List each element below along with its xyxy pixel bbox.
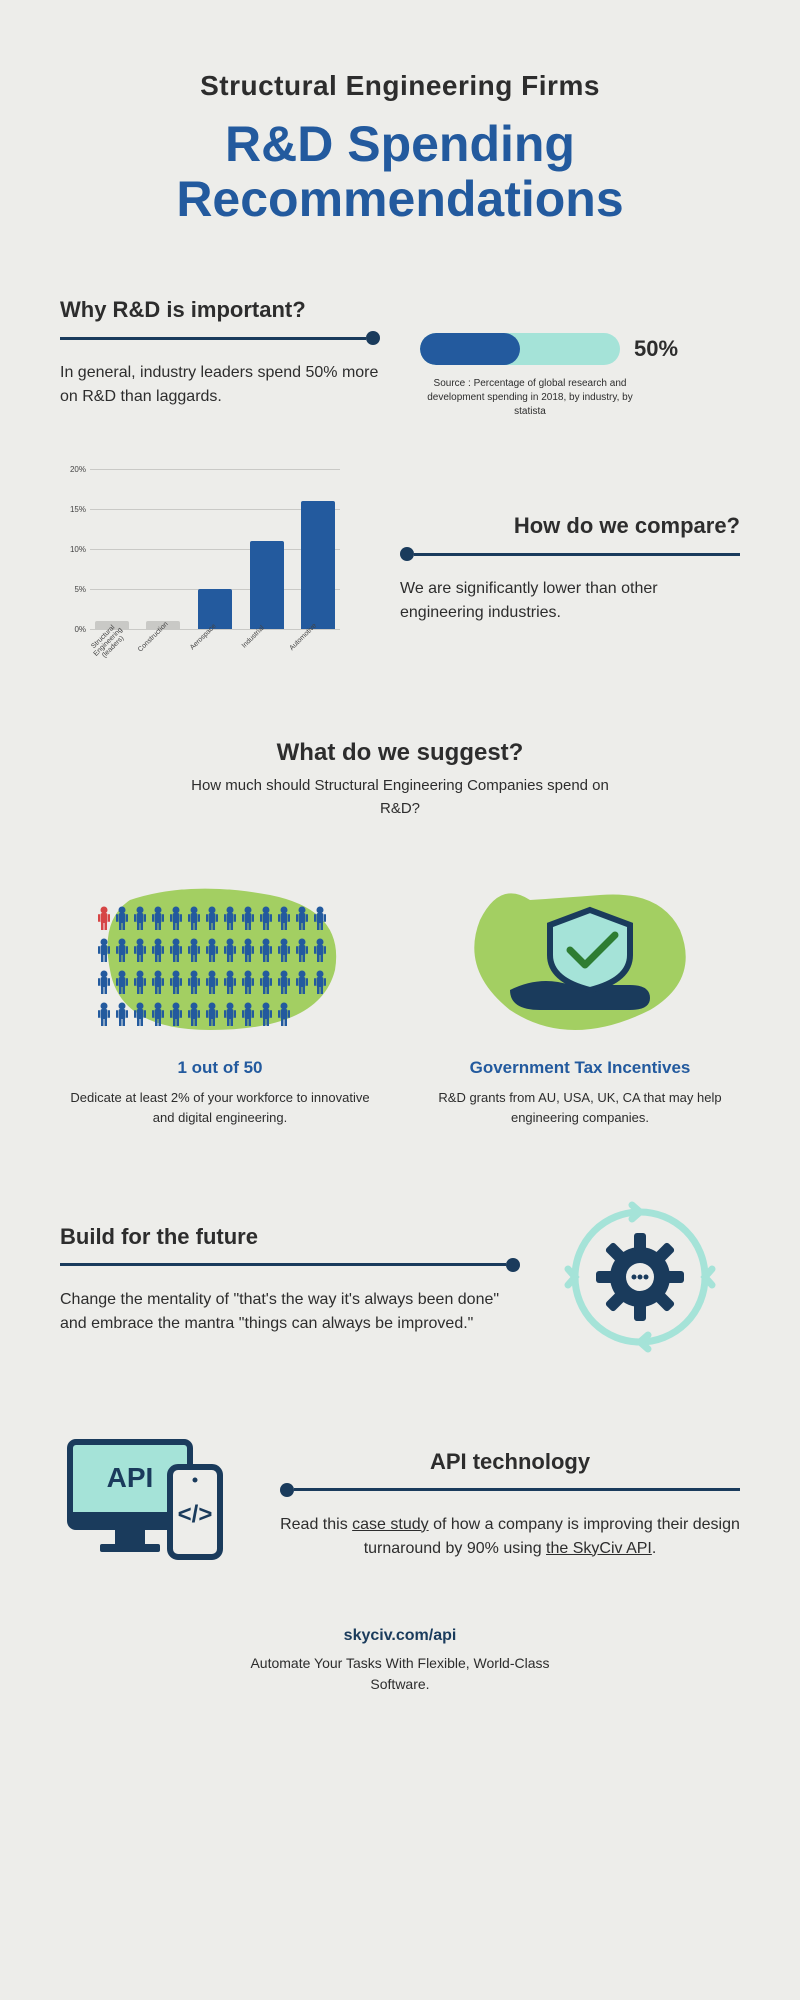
card-incentives: Government Tax Incentives R&D grants fro…	[420, 880, 740, 1127]
people-icon	[90, 880, 350, 1040]
header-subtitle: Structural Engineering Firms	[60, 70, 740, 102]
case-study-link[interactable]: case study	[352, 1516, 428, 1533]
suggest-sub: How much should Structural Engineering C…	[190, 775, 610, 820]
card-workforce-text: Dedicate at least 2% of your workforce t…	[60, 1088, 380, 1127]
gear-cycle-icon	[560, 1197, 740, 1362]
api-devices-icon: API </>	[60, 1432, 240, 1577]
bar-chart: 0%5%10%15%20% Structural Engineering (le…	[60, 469, 340, 669]
why-heading: Why R&D is important?	[60, 297, 380, 323]
api-text: Read this case study of how a company is…	[280, 1513, 740, 1561]
pill-label: 50%	[634, 336, 678, 362]
shield-hand-icon	[450, 880, 710, 1040]
footer-tag: Automate Your Tasks With Flexible, World…	[220, 1653, 580, 1695]
section-api: API </> API technology Read this case st…	[60, 1432, 740, 1577]
progress-pill: 50%	[420, 333, 740, 365]
header: Structural Engineering Firms R&D Spendin…	[60, 70, 740, 227]
section-future: Build for the future Change the mentalit…	[60, 1197, 740, 1362]
card-workforce: 1 out of 50 Dedicate at least 2% of your…	[60, 880, 380, 1127]
rule	[280, 1483, 740, 1497]
rule	[60, 331, 380, 345]
card-workforce-title: 1 out of 50	[60, 1058, 380, 1078]
svg-text:</>: </>	[178, 1501, 213, 1528]
section-suggest: What do we suggest? How much should Stru…	[60, 739, 740, 820]
footer-url[interactable]: skyciv.com/api	[60, 1627, 740, 1645]
suggest-heading: What do we suggest?	[60, 739, 740, 767]
svg-text:API: API	[107, 1462, 154, 1493]
why-text: In general, industry leaders spend 50% m…	[60, 361, 380, 409]
section-compare: 0%5%10%15%20% Structural Engineering (le…	[60, 469, 740, 669]
rule	[400, 547, 740, 561]
api-heading: API technology	[280, 1449, 740, 1475]
skyciv-api-link[interactable]: the SkyCiv API	[546, 1540, 652, 1557]
future-heading: Build for the future	[60, 1224, 520, 1250]
header-title: R&D Spending Recommendations	[60, 117, 740, 227]
compare-text: We are significantly lower than other en…	[400, 577, 740, 625]
future-text: Change the mentality of "that's the way …	[60, 1288, 520, 1336]
footer: skyciv.com/api Automate Your Tasks With …	[60, 1627, 740, 1695]
pill-source: Source : Percentage of global research a…	[420, 377, 640, 419]
card-incentives-title: Government Tax Incentives	[420, 1058, 740, 1078]
section-why: Why R&D is important? In general, indust…	[60, 297, 740, 419]
compare-heading: How do we compare?	[400, 513, 740, 539]
cards-row: 1 out of 50 Dedicate at least 2% of your…	[60, 880, 740, 1127]
rule	[60, 1258, 520, 1272]
card-incentives-text: R&D grants from AU, USA, UK, CA that may…	[420, 1088, 740, 1127]
